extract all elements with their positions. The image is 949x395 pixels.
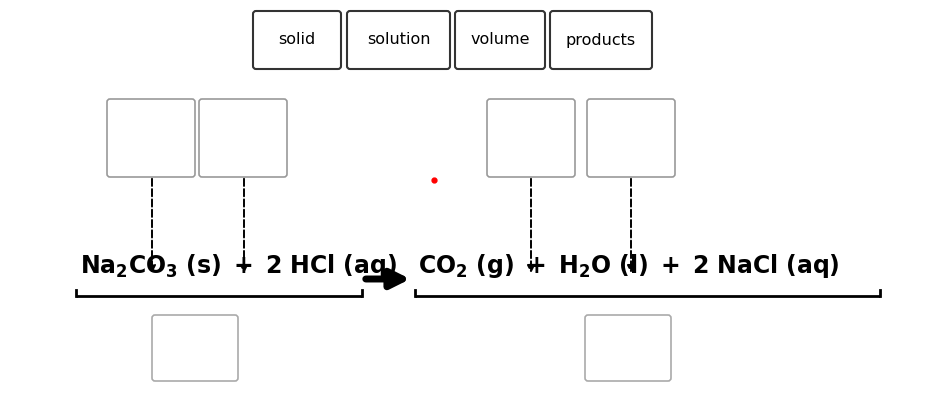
FancyBboxPatch shape <box>587 99 675 177</box>
FancyBboxPatch shape <box>152 315 238 381</box>
Text: solid: solid <box>278 32 316 47</box>
Text: solution: solution <box>366 32 430 47</box>
Text: $\mathbf{CO_2\ (g)\ +\ H_2O\ (l)\ +\ 2\ NaCl\ (aq)}$: $\mathbf{CO_2\ (g)\ +\ H_2O\ (l)\ +\ 2\ … <box>418 252 840 280</box>
FancyBboxPatch shape <box>347 11 450 69</box>
Text: products: products <box>566 32 636 47</box>
Text: $\mathbf{Na_2CO_3\ (s)\ +\ 2\ HCl\ (aq)}$: $\mathbf{Na_2CO_3\ (s)\ +\ 2\ HCl\ (aq)}… <box>80 252 397 280</box>
FancyBboxPatch shape <box>487 99 575 177</box>
Text: volume: volume <box>471 32 530 47</box>
FancyBboxPatch shape <box>253 11 341 69</box>
FancyBboxPatch shape <box>107 99 195 177</box>
FancyBboxPatch shape <box>455 11 545 69</box>
FancyBboxPatch shape <box>585 315 671 381</box>
FancyBboxPatch shape <box>550 11 652 69</box>
FancyBboxPatch shape <box>199 99 287 177</box>
